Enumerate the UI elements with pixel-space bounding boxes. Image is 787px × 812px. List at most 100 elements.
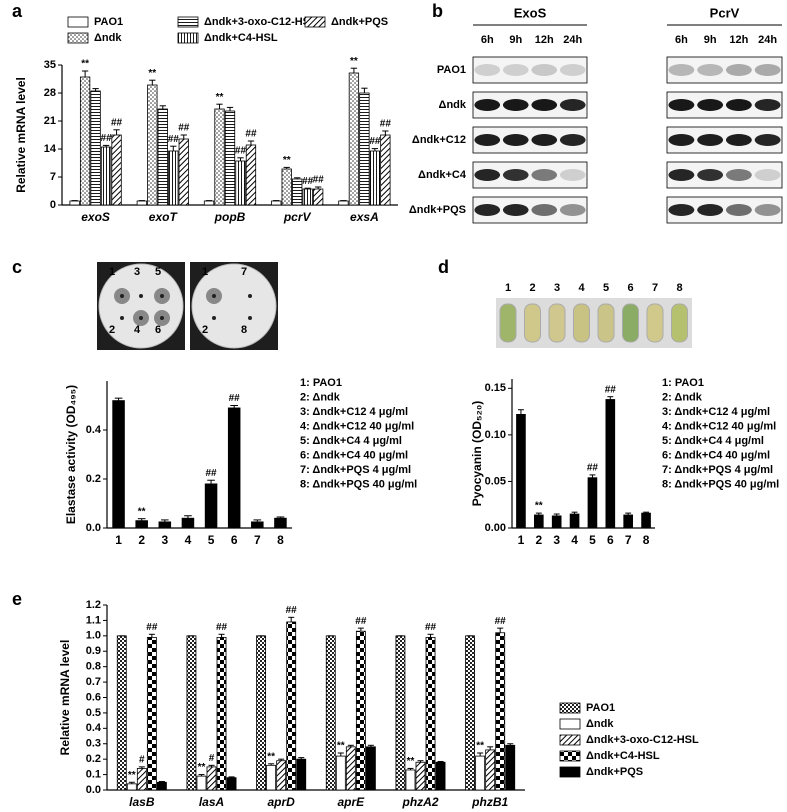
x-tick-label: 6 [231, 533, 238, 547]
bar [274, 517, 287, 529]
y-axis-label: Elastase activity (OD₄₉₅) [64, 385, 78, 524]
plate [98, 263, 184, 349]
significance: ## [168, 134, 180, 145]
error-bar [114, 397, 123, 401]
error-bar [170, 145, 177, 151]
error-bar [357, 627, 364, 632]
bar [380, 134, 391, 206]
x-tick-label: lasA [199, 795, 224, 809]
bar [100, 146, 112, 206]
error-bar [497, 627, 504, 633]
error-bar [571, 511, 578, 515]
legend-label: Δndk [586, 718, 614, 730]
y-tick-label: 1.0 [86, 630, 101, 642]
error-bar [216, 103, 223, 109]
significance: ## [245, 129, 257, 140]
blot-band [697, 134, 724, 146]
significance: ** [535, 501, 543, 512]
error-bar [230, 405, 239, 408]
bar [465, 635, 476, 791]
bar [214, 108, 225, 206]
significance: ## [101, 133, 113, 144]
error-bar [288, 616, 295, 622]
bar [79, 76, 91, 206]
bar [623, 514, 634, 529]
blot-band [754, 99, 781, 111]
legend-item: 3: Δndk+C12 4 μg/ml [300, 406, 408, 418]
y-tick-label: 0.2 [86, 473, 101, 485]
x-tick-label: pcrV [283, 210, 312, 224]
tube-number: 6 [627, 282, 633, 294]
blot-band [559, 169, 586, 181]
blot-band [502, 204, 529, 216]
plate [191, 263, 277, 349]
y-tick-label: 0.2 [86, 753, 101, 765]
bar [90, 90, 101, 206]
error-bar [137, 518, 146, 521]
plate-number: 5 [155, 266, 161, 278]
plate-number: 1 [202, 266, 208, 278]
legend-label: Δndk+PQS [331, 16, 388, 28]
x-tick-label: popB [214, 210, 246, 224]
bar [359, 92, 370, 206]
significance: ** [283, 155, 291, 166]
error-bar [113, 129, 120, 135]
panel-label: d [438, 257, 449, 277]
x-tick-label: 5 [589, 533, 596, 547]
x-tick-label: 7 [625, 533, 632, 547]
significance: ## [146, 622, 158, 633]
significance: ## [235, 145, 247, 156]
bar [178, 138, 189, 206]
x-tick-label: 8 [277, 533, 284, 547]
error-bar [361, 87, 368, 93]
legend-item: 4: Δndk+C12 40 μg/ml [662, 420, 776, 432]
blot-band [697, 64, 724, 76]
error-bar [160, 519, 169, 522]
blot-time: 24h [758, 34, 777, 46]
bar [147, 84, 158, 206]
blot-band [668, 64, 695, 76]
bar [112, 400, 125, 529]
error-bar [643, 511, 650, 514]
error-bar [226, 106, 234, 111]
blot-band [668, 204, 695, 216]
legend-label: PAO1 [586, 702, 615, 714]
blot-band [474, 99, 501, 111]
blot-band [725, 134, 752, 146]
error-bar [184, 515, 192, 519]
bar [348, 72, 360, 206]
error-bar [159, 105, 166, 109]
bar [325, 635, 336, 791]
blot-band [697, 204, 724, 216]
error-bar [198, 774, 205, 777]
significance: ** [350, 56, 358, 67]
x-tick-label: 2 [138, 533, 145, 547]
blot-band [668, 134, 695, 146]
y-tick-label: 0.5 [86, 707, 101, 719]
bar [335, 755, 346, 791]
significance: ## [286, 605, 298, 616]
significance: ## [369, 136, 381, 147]
legend-label: Δndk+3-oxo-C12-HSL [586, 734, 699, 746]
y-tick-label: 0.05 [485, 475, 506, 487]
blot-band [531, 204, 558, 216]
plate-number: 7 [241, 266, 247, 278]
legend-item: 4: Δndk+C12 40 μg/ml [300, 420, 414, 432]
legend-swatch [559, 750, 581, 762]
bar [505, 744, 516, 791]
plate-number: 3 [134, 266, 140, 278]
error-bar [148, 633, 155, 638]
tube [622, 303, 639, 343]
error-bar [589, 474, 596, 478]
bar [302, 188, 313, 206]
x-tick-label: 4 [185, 533, 192, 547]
well [160, 316, 164, 320]
bar [69, 200, 80, 206]
panel-label: c [12, 257, 22, 277]
blot-band [502, 169, 529, 181]
error-bar [128, 781, 135, 784]
y-tick-label: 0.9 [86, 645, 101, 657]
panel-label: b [432, 1, 443, 21]
blot-band [559, 64, 586, 76]
tube-number: 3 [554, 282, 560, 294]
